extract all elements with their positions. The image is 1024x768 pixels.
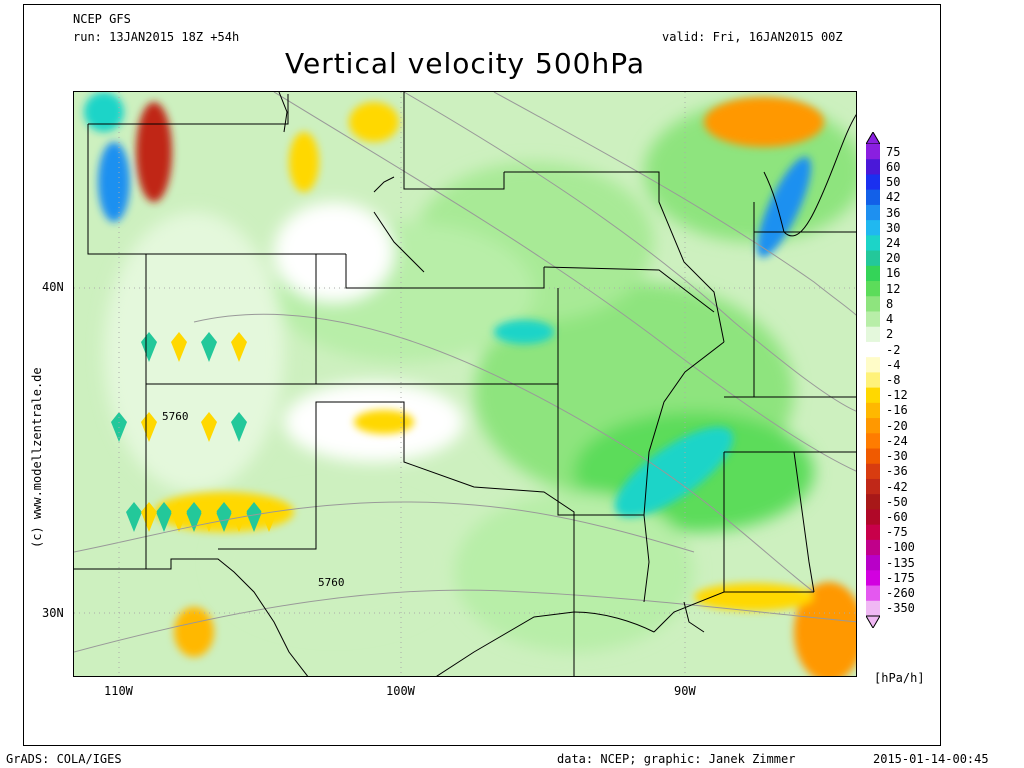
colorbar-swatch bbox=[866, 204, 880, 221]
colorbar-level-label: 60 bbox=[886, 159, 901, 174]
colorbar-swatch bbox=[866, 570, 880, 587]
colorbar-level-label: -30 bbox=[886, 449, 908, 464]
contour-label: 5760 bbox=[162, 410, 189, 423]
colorbar-swatch bbox=[866, 448, 880, 465]
colorbar-swatch bbox=[866, 341, 880, 358]
colorbar-level-label: -260 bbox=[886, 586, 915, 601]
colorbar-level-label: -50 bbox=[886, 494, 908, 509]
colorbar-swatch bbox=[866, 463, 880, 480]
colorbar-level-label: 75 bbox=[886, 144, 901, 159]
colorbar-swatch bbox=[866, 235, 880, 252]
lat-label-30n: 30N bbox=[42, 606, 64, 620]
colorbar bbox=[866, 132, 880, 628]
lon-label-110w: 110W bbox=[104, 684, 133, 698]
colorbar-level-label: 8 bbox=[886, 296, 894, 311]
colorbar-level-label: -75 bbox=[886, 525, 908, 540]
colorbar-level-label: -36 bbox=[886, 464, 908, 479]
colorbar-swatch bbox=[866, 539, 880, 556]
colorbar-swatch bbox=[866, 418, 880, 434]
valid-label: valid: Fri, 16JAN2015 00Z bbox=[662, 30, 843, 44]
colorbar-swatch bbox=[866, 555, 880, 571]
run-label: run: 13JAN2015 18Z +54h bbox=[73, 30, 240, 44]
footer-right: 2015-01-14-00:45 bbox=[873, 752, 989, 766]
colorbar-swatch bbox=[866, 494, 880, 510]
colorbar-swatch bbox=[866, 311, 880, 328]
colorbar-swatch bbox=[866, 144, 880, 160]
colorbar-level-label: -60 bbox=[886, 510, 908, 525]
unit-label: [hPa/h] bbox=[874, 671, 925, 685]
chart-title: Vertical velocity 500hPa bbox=[284, 47, 645, 80]
colorbar-level-label: 12 bbox=[886, 281, 901, 296]
colorbar-swatch bbox=[866, 478, 880, 495]
lat-label-40n: 40N bbox=[42, 280, 64, 294]
colorbar-swatch bbox=[866, 387, 880, 404]
colorbar-swatch bbox=[866, 250, 880, 267]
colorbar-swatch bbox=[866, 281, 880, 297]
colorbar-level-label: -350 bbox=[886, 601, 915, 616]
colorbar-level-label: -2 bbox=[886, 342, 901, 357]
colorbar-swatch bbox=[866, 159, 880, 175]
colorbar-swatch bbox=[866, 600, 880, 617]
colorbar-level-label: 20 bbox=[886, 251, 901, 266]
colorbar-level-label: -12 bbox=[886, 388, 908, 403]
colorbar-swatch bbox=[866, 524, 880, 541]
colorbar-swatch bbox=[866, 402, 880, 419]
colorbar-bottom-arrow bbox=[866, 615, 880, 628]
colorbar-level-label: -175 bbox=[886, 570, 915, 585]
colorbar-swatch bbox=[866, 433, 880, 450]
colorbar-swatch bbox=[866, 220, 880, 236]
colorbar-swatch bbox=[866, 174, 880, 191]
footer-center: data: NCEP; graphic: Janek Zimmer bbox=[557, 752, 796, 766]
colorbar-level-label: -100 bbox=[886, 540, 915, 555]
lon-label-90w: 90W bbox=[674, 684, 696, 698]
map-field: 5760 5760 bbox=[74, 92, 856, 676]
colorbar-swatch bbox=[866, 326, 880, 343]
map-panel: 5760 5760 bbox=[73, 91, 857, 677]
colorbar-level-label: 24 bbox=[886, 235, 901, 250]
colorbar-level-label: 4 bbox=[886, 312, 894, 327]
colorbar-level-label: -16 bbox=[886, 403, 908, 418]
colorbar-level-label: -20 bbox=[886, 418, 908, 433]
colorbar-swatch bbox=[866, 265, 880, 282]
lon-label-100w: 100W bbox=[386, 684, 415, 698]
colorbar-swatch bbox=[866, 296, 880, 312]
colorbar-level-label: 30 bbox=[886, 220, 901, 235]
footer-left: GrADS: COLA/IGES bbox=[6, 752, 122, 766]
watermark: (c) www.modellzentrale.de bbox=[30, 367, 44, 548]
colorbar-level-label: -8 bbox=[886, 373, 901, 387]
model-label: NCEP GFS bbox=[73, 12, 131, 26]
colorbar-level-label: 42 bbox=[886, 190, 901, 205]
colorbar-level-label: 50 bbox=[886, 175, 901, 190]
colorbar-swatch bbox=[866, 585, 880, 602]
colorbar-top-arrow bbox=[866, 132, 880, 145]
plot-frame bbox=[23, 4, 941, 746]
colorbar-swatch bbox=[866, 509, 880, 526]
colorbar-swatch bbox=[866, 372, 880, 389]
colorbar-level-label: -24 bbox=[886, 433, 908, 448]
colorbar-level-label: -135 bbox=[886, 555, 915, 570]
colorbar-swatch bbox=[866, 189, 880, 206]
colorbar-level-label: 16 bbox=[886, 266, 901, 281]
contour-label: 5760 bbox=[318, 576, 345, 589]
colorbar-level-label: 2 bbox=[886, 327, 894, 342]
colorbar-level-label: -42 bbox=[886, 479, 908, 494]
colorbar-level-label: 36 bbox=[886, 205, 901, 220]
colorbar-level-label: -4 bbox=[886, 357, 901, 372]
colorbar-swatch bbox=[866, 357, 880, 373]
